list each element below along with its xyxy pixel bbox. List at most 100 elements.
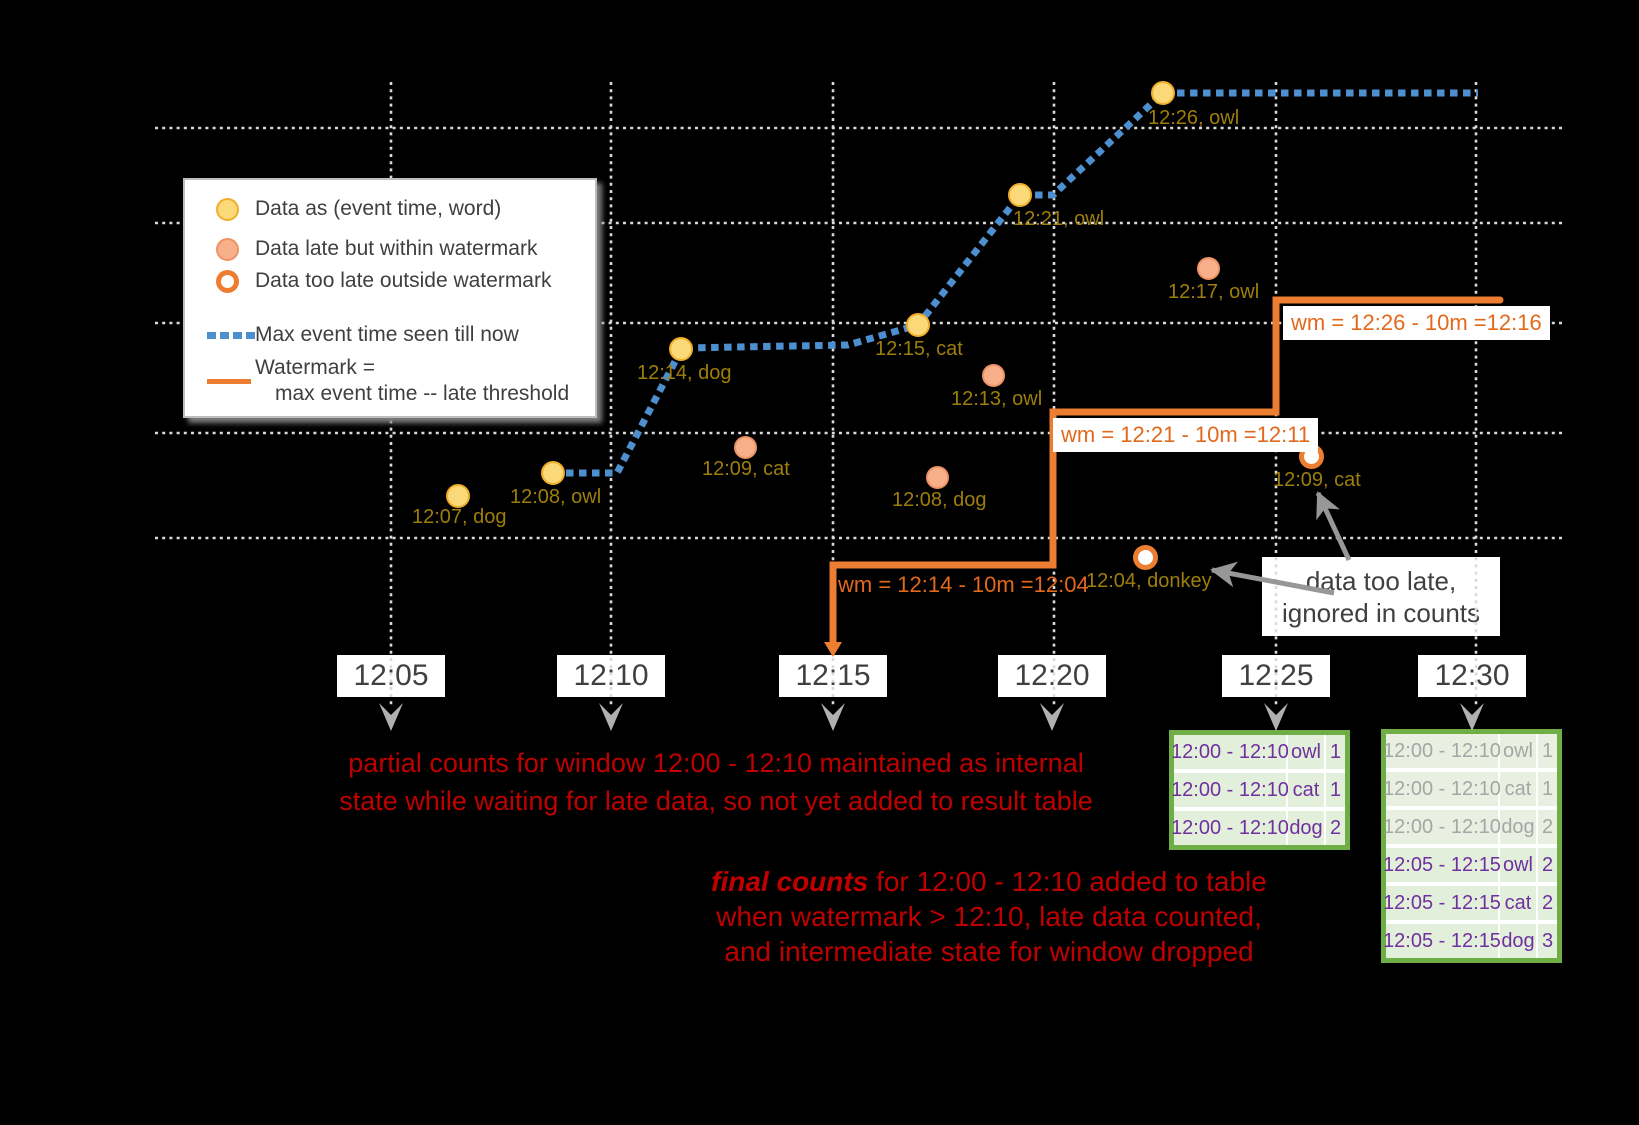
data-point-label: 12:04, donkey <box>1086 570 1212 592</box>
data-point-late <box>1196 256 1220 280</box>
data-point-label: 12:09, cat <box>1273 469 1361 491</box>
too-late-callout-line-2: ignored in counts <box>1281 597 1481 628</box>
cell-window: 12:05 - 12:15 <box>1383 924 1501 958</box>
max-event-time-line-icon <box>233 332 242 339</box>
table-row: 12:00 - 12:10 cat 1 <box>1171 773 1345 807</box>
annotation-arrow <box>1210 561 1335 596</box>
data-point-ontime <box>541 461 565 485</box>
watermark-label-1: wm = 12:14 - 10m =12:04 <box>838 572 1089 597</box>
final-counts-line-3: and intermediate state for window droppe… <box>724 936 1254 967</box>
cell-count: 1 <box>1326 773 1345 807</box>
max-event-time-line-icon <box>207 332 216 339</box>
data-point-ontime <box>1151 81 1175 105</box>
late-point-icon <box>216 238 239 261</box>
cell-window: 12:00 - 12:10 <box>1171 773 1289 807</box>
cell-window: 12:05 - 12:15 <box>1383 886 1501 920</box>
cell-word: owl <box>1500 734 1536 768</box>
data-point-label: 12:14, dog <box>637 362 732 384</box>
ontime-point-icon <box>216 198 239 221</box>
result-table-2: 12:00 - 12:10 owl 1 12:00 - 12:10 cat 1 12:00 … <box>1381 729 1562 963</box>
cell-word: owl <box>1500 848 1536 882</box>
data-point-toolate <box>1132 544 1158 570</box>
time-label: 12:05 <box>337 655 445 697</box>
table-row: 12:05 - 12:15 cat 2 <box>1383 886 1557 920</box>
cell-count: 1 <box>1538 772 1557 806</box>
data-point-label: 12:09, cat <box>702 458 790 480</box>
cell-count: 2 <box>1538 810 1557 844</box>
data-point-label: 12:13, owl <box>951 388 1043 410</box>
watermark-arrowhead <box>824 642 842 657</box>
legend-item-label: Data late but within watermark <box>255 237 538 260</box>
time-axis-arrow <box>1040 703 1064 731</box>
cell-count: 3 <box>1538 924 1557 958</box>
legend-item-label: Max event time seen till now <box>255 323 519 346</box>
table-row: 12:00 - 12:10 owl 1 <box>1383 734 1557 768</box>
table-row: 12:05 - 12:15 dog 3 <box>1383 924 1557 958</box>
cell-word: dog <box>1288 811 1324 845</box>
cell-count: 1 <box>1538 734 1557 768</box>
data-point-label: 12:08, dog <box>892 489 987 511</box>
data-point-label: 12:17, owl <box>1168 281 1260 303</box>
cell-word: cat <box>1500 886 1536 920</box>
partial-counts-note: partial counts for window 12:00 - 12:10 … <box>316 744 1116 820</box>
final-counts-line-2: when watermark > 12:10, late data counte… <box>716 901 1262 932</box>
max-event-time-line-icon <box>220 332 229 339</box>
data-point-label: 12:26, owl <box>1148 107 1240 129</box>
time-axis-arrow <box>379 703 403 731</box>
max-event-time-line-icon <box>246 332 255 339</box>
time-label: 12:25 <box>1222 655 1330 697</box>
max-event-time-line <box>553 89 1478 477</box>
legend-item-label: Data as (event time, word) <box>255 197 502 220</box>
cell-word: dog <box>1500 924 1536 958</box>
legend-item-label: Watermark = <box>255 356 375 379</box>
cell-count: 2 <box>1538 886 1557 920</box>
data-point-ontime <box>1008 183 1032 207</box>
table-row: 12:00 - 12:10 dog 2 <box>1171 811 1345 845</box>
cell-count: 2 <box>1538 848 1557 882</box>
time-label: 12:10 <box>557 655 665 697</box>
data-point-late <box>925 465 949 489</box>
final-counts-text: for 12:00 - 12:10 added to table <box>868 866 1267 897</box>
time-axis-arrow <box>1460 703 1484 731</box>
time-axis-arrow <box>599 703 623 731</box>
final-counts-note: final counts for 12:00 - 12:10 added to … <box>689 864 1289 969</box>
time-label: 12:15 <box>779 655 887 697</box>
cell-window: 12:00 - 12:10 <box>1171 735 1289 769</box>
data-point-late <box>981 363 1005 387</box>
cell-word: owl <box>1288 735 1324 769</box>
cell-count: 1 <box>1326 735 1345 769</box>
data-point-late <box>733 435 757 459</box>
final-counts-line-1: final counts for 12:00 - 12:10 added to … <box>689 864 1289 899</box>
cell-word: cat <box>1288 773 1324 807</box>
data-point-label: 12:15, cat <box>875 338 963 360</box>
too-late-point-icon <box>216 270 239 293</box>
data-point-ontime <box>669 337 693 361</box>
data-point-ontime <box>446 484 470 508</box>
partial-counts-line-1: partial counts for window 12:00 - 12:10 … <box>348 748 1084 778</box>
legend-item-label: max event time -- late threshold <box>275 382 570 405</box>
annotation-arrow <box>1315 491 1352 562</box>
table-row: 12:00 - 12:10 owl 1 <box>1171 735 1345 769</box>
cell-word: dog <box>1500 810 1536 844</box>
legend: Data as (event time, word) Data late but … <box>183 178 597 418</box>
watermark-line-icon <box>207 379 251 384</box>
time-label: 12:20 <box>998 655 1106 697</box>
time-label: 12:30 <box>1418 655 1526 697</box>
cell-window: 12:00 - 12:10 <box>1383 734 1501 768</box>
data-point-label: 12:07, dog <box>412 506 507 528</box>
time-axis-arrow <box>1264 703 1288 731</box>
result-table-1: 12:00 - 12:10 owl 1 12:00 - 12:10 cat 1 12:00 … <box>1169 730 1350 850</box>
table-row: 12:05 - 12:15 owl 2 <box>1383 848 1557 882</box>
data-point-ontime <box>906 313 930 337</box>
partial-counts-line-2: state while waiting for late data, so no… <box>339 786 1093 816</box>
too-late-callout: data too late, ignored in counts <box>1262 557 1500 636</box>
watermark-label-3: wm = 12:26 - 10m =12:16 <box>1283 306 1550 340</box>
time-axis-arrow <box>821 703 845 731</box>
cell-window: 12:00 - 12:10 <box>1383 810 1501 844</box>
legend-item-label: Data too late outside watermark <box>255 269 552 292</box>
